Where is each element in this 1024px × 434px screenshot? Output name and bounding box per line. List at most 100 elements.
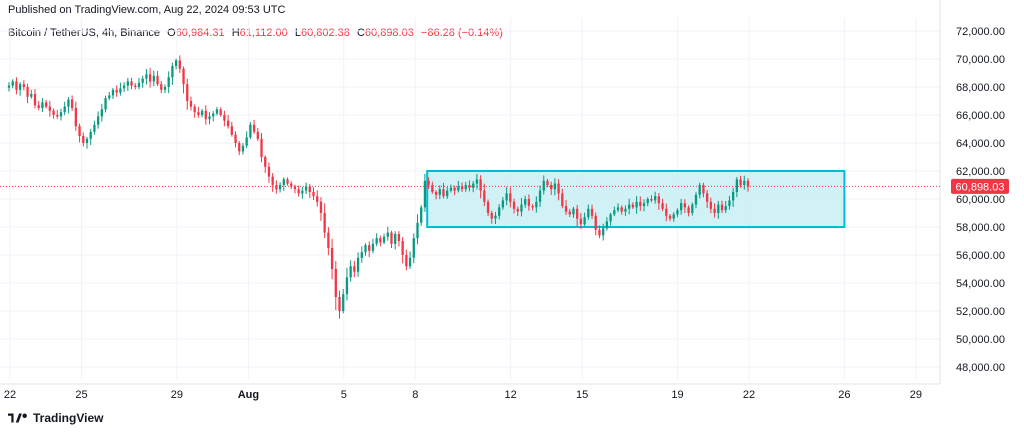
candle-body [379, 238, 382, 243]
candle-body [260, 138, 263, 157]
candle-body [104, 98, 107, 110]
candle-body [498, 207, 501, 216]
candle-body [568, 211, 571, 215]
candle-body [215, 109, 219, 114]
x-tick-label: 29 [171, 389, 183, 401]
candle-body [33, 94, 37, 106]
candle-body [208, 116, 211, 120]
candle-body [394, 234, 397, 244]
candle-body [524, 199, 527, 205]
candle-body [59, 112, 63, 117]
candle-body [483, 190, 486, 202]
candle-body [590, 208, 594, 216]
candle-body [605, 221, 609, 229]
candle-body [446, 190, 449, 197]
candle-body [557, 183, 560, 194]
candle-body [70, 99, 74, 108]
candle-body [160, 84, 163, 90]
candle-body [572, 208, 575, 215]
candle-body [505, 193, 508, 201]
candle-body [531, 206, 534, 208]
candle-body [286, 179, 289, 184]
candle-body [616, 207, 620, 211]
candle-body [22, 84, 26, 87]
candle-body [312, 192, 315, 197]
candle-body [731, 192, 735, 201]
candle-body [472, 183, 475, 188]
candle-body [148, 74, 152, 82]
candle-body [171, 66, 174, 78]
candle-body [702, 185, 705, 194]
candle-body [223, 115, 226, 121]
candle-body [420, 207, 423, 223]
candle-body [683, 203, 687, 208]
candle-body [74, 108, 77, 127]
candle-body [676, 210, 679, 215]
candle-body [252, 124, 256, 132]
candle-body [501, 200, 505, 208]
candle-body [434, 192, 438, 195]
published-caption: Published on TradingView.com, Aug 22, 20… [8, 4, 286, 16]
candle-body [438, 189, 441, 195]
y-tick-label: 50,000.00 [956, 334, 1005, 346]
candle-body [349, 266, 352, 278]
candle-body [93, 124, 96, 132]
y-tick-label: 66,000.00 [956, 110, 1005, 122]
candle-body [368, 245, 371, 251]
candle-body [323, 213, 326, 233]
y-tick-label: 70,000.00 [956, 54, 1005, 66]
symbol-name: Bitcoin / TetherUS, 4h, Binance [8, 27, 161, 39]
candle-body [382, 236, 386, 243]
y-tick-label: 48,000.00 [956, 362, 1005, 374]
y-tick-label: 72,000.00 [956, 26, 1005, 38]
candle-body [234, 134, 237, 143]
candle-body [7, 85, 11, 88]
candle-body [152, 75, 155, 82]
y-tick-label: 54,000.00 [956, 278, 1005, 290]
candle-body [431, 185, 434, 192]
candle-body [167, 77, 170, 87]
range-box [426, 170, 846, 228]
candle-body [694, 194, 698, 205]
candle-body [598, 229, 601, 236]
price-badge-label: 60,898.03 [956, 181, 1005, 193]
candle-body [189, 101, 193, 107]
candle-body [178, 60, 181, 69]
candle-body [423, 180, 427, 208]
candle-body [56, 115, 59, 117]
candle-body [26, 87, 29, 97]
candle-body [427, 180, 430, 185]
candle-body [579, 218, 583, 225]
candle-body [553, 183, 557, 190]
candle-body [219, 109, 222, 115]
candle-body [204, 110, 207, 120]
candle-body [230, 126, 233, 135]
x-tick-label: 5 [341, 389, 347, 401]
tradingview-logo-icon [8, 413, 27, 423]
x-tick-label: Aug [238, 389, 259, 401]
candle-body [197, 112, 200, 115]
candle-body [397, 234, 401, 241]
x-tick-label: 8 [412, 389, 418, 401]
candle-body [494, 215, 497, 219]
candle-body [174, 60, 178, 66]
y-tick-label: 60,000.00 [956, 194, 1005, 206]
candle-body [628, 204, 631, 209]
x-tick-label: 25 [75, 389, 87, 401]
candle-body [282, 179, 285, 185]
candle-body [264, 157, 267, 167]
candle-body [665, 208, 668, 216]
candle-body [564, 206, 568, 212]
candle-body [82, 136, 85, 143]
y-tick-label: 62,000.00 [956, 166, 1005, 178]
candle-body [108, 95, 111, 99]
candle-body [479, 179, 482, 191]
candle-body [245, 137, 248, 146]
candle-body [624, 208, 627, 212]
candle-body [680, 203, 683, 211]
candle-body [356, 257, 360, 272]
candle-body [520, 204, 523, 212]
candle-body [672, 214, 675, 219]
candle-body [134, 85, 137, 87]
